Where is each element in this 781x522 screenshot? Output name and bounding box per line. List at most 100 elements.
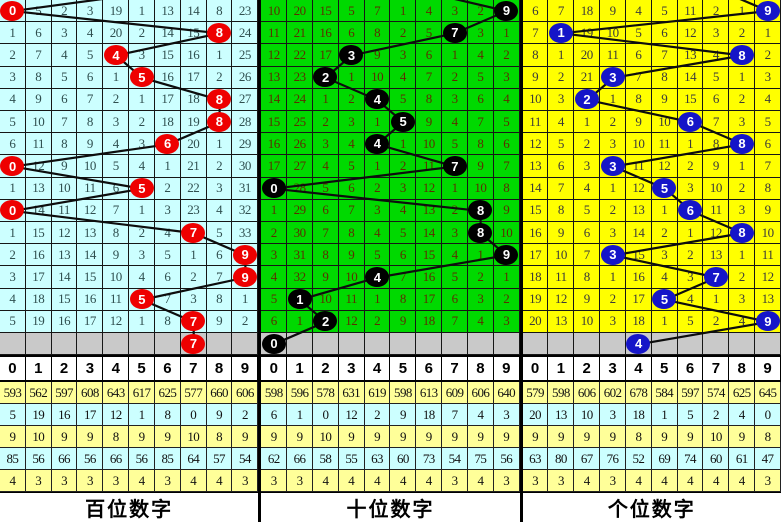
miss-cell: 22 — [180, 177, 207, 200]
stat-cell: 606 — [232, 382, 259, 405]
pending-cell — [312, 333, 339, 356]
miss-cell: 2 — [129, 111, 155, 134]
miss-cell: 3 — [600, 155, 626, 178]
miss-cell: 29 — [287, 199, 313, 223]
miss-cell: 9 — [493, 244, 520, 267]
stat-cell: 85 — [154, 448, 181, 471]
miss-cell: 2 — [364, 310, 391, 334]
stat-cell: 4 — [651, 470, 678, 492]
miss-cell: 2 — [364, 177, 391, 200]
miss-cell: 13 — [261, 66, 288, 89]
miss-cell: 6 — [390, 244, 417, 267]
stat-cell: 8 — [206, 426, 233, 449]
miss-cell: 12 — [522, 133, 549, 156]
miss-cell: 1 — [206, 133, 233, 156]
miss-cell: 8 — [467, 199, 494, 223]
stat-cell: 1 — [287, 404, 313, 427]
miss-cell: 8 — [103, 222, 130, 245]
miss-cell: 9 — [206, 310, 233, 334]
miss-cell: 9 — [467, 155, 494, 178]
drawn-ball: 4 — [103, 45, 128, 65]
miss-cell: 3 — [129, 44, 155, 67]
stat-cell: 1 — [129, 404, 155, 427]
miss-cell: 3 — [154, 199, 181, 223]
stat-cell: 9 — [467, 426, 494, 449]
miss-cell: 1 — [129, 310, 155, 334]
miss-cell: 5 — [416, 22, 443, 45]
drawn-ball: 0 — [0, 200, 25, 221]
miss-cell: 5 — [25, 0, 52, 23]
miss-cell: 6 — [0, 133, 26, 156]
miss-cell: 0 — [0, 155, 26, 178]
stat-cell: 9 — [390, 404, 417, 427]
miss-cell: 15 — [154, 44, 181, 67]
miss-cell: 16 — [261, 133, 288, 156]
miss-cell: 2 — [312, 66, 339, 89]
drawn-ball: 5 — [390, 111, 415, 132]
miss-cell: 10 — [651, 111, 678, 134]
miss-cell: 10 — [600, 22, 626, 45]
drawn-ball: 8 — [207, 111, 232, 132]
miss-cell: 10 — [77, 155, 104, 178]
miss-cell: 2 — [729, 22, 756, 45]
miss-cell: 14 — [416, 222, 443, 245]
miss-cell: 3 — [467, 288, 494, 311]
pending-cell — [390, 333, 417, 356]
miss-cell: 4 — [442, 111, 468, 134]
pending-cell — [600, 333, 626, 356]
miss-cell: 8 — [548, 199, 575, 223]
miss-cell: 4 — [0, 288, 26, 311]
predicted-ball: 4 — [626, 333, 651, 354]
digit-header-cell: 0 — [523, 357, 549, 381]
stat-cell: 4 — [729, 470, 756, 492]
miss-cell: 21 — [287, 22, 313, 45]
miss-cell: 10 — [467, 177, 494, 200]
miss-cell: 1 — [729, 155, 756, 178]
digit-header-cell: 7 — [181, 357, 207, 381]
miss-cell: 3 — [600, 244, 626, 267]
miss-cell: 14 — [625, 222, 652, 245]
miss-cell: 6 — [703, 88, 730, 112]
drawn-ball: 7 — [703, 267, 728, 288]
stat-cell: 3 — [261, 470, 288, 492]
miss-cell: 1 — [0, 177, 26, 200]
pending-cell — [364, 333, 391, 356]
miss-cell: 12 — [416, 177, 443, 200]
miss-cell: 2 — [0, 244, 26, 267]
miss-cell: 11 — [103, 288, 130, 311]
miss-cell: 7 — [625, 66, 652, 89]
miss-cell: 7 — [416, 66, 443, 89]
digit-header-cell: 6 — [678, 357, 704, 381]
miss-cell: 4 — [548, 111, 575, 134]
miss-cell: 6 — [103, 177, 130, 200]
miss-cell: 7 — [77, 88, 104, 112]
miss-cell: 6 — [312, 199, 339, 223]
miss-cell: 9 — [232, 244, 259, 267]
miss-cell: 16 — [77, 288, 104, 311]
drawn-ball: 8 — [729, 222, 754, 243]
pending-cell — [287, 333, 313, 356]
miss-cell: 12 — [625, 177, 652, 200]
miss-cell: 3 — [51, 22, 78, 45]
pending-cell — [51, 333, 78, 356]
miss-cell: 11 — [51, 199, 78, 223]
stat-cell: 9 — [77, 426, 104, 449]
miss-cell: 31 — [232, 177, 259, 200]
stat-cell: 66 — [103, 448, 130, 471]
drawn-ball: 8 — [207, 89, 232, 110]
miss-cell: 8 — [25, 66, 52, 89]
miss-cell: 4 — [103, 44, 130, 67]
miss-cell: 4 — [651, 266, 678, 289]
miss-cell: 9 — [493, 199, 520, 223]
stat-cell: 0 — [180, 404, 207, 427]
stat-cell: 9 — [677, 426, 704, 449]
miss-cell: 12 — [755, 266, 781, 289]
miss-cell: 1 — [548, 22, 575, 45]
miss-cell: 2 — [154, 177, 181, 200]
miss-cell: 8 — [729, 44, 756, 67]
digit-header-cell: 9 — [755, 357, 781, 381]
miss-cell: 11 — [548, 266, 575, 289]
stat-cell: 3 — [51, 470, 78, 492]
digit-header-cell: 2 — [313, 357, 339, 381]
miss-cell: 3 — [390, 177, 417, 200]
